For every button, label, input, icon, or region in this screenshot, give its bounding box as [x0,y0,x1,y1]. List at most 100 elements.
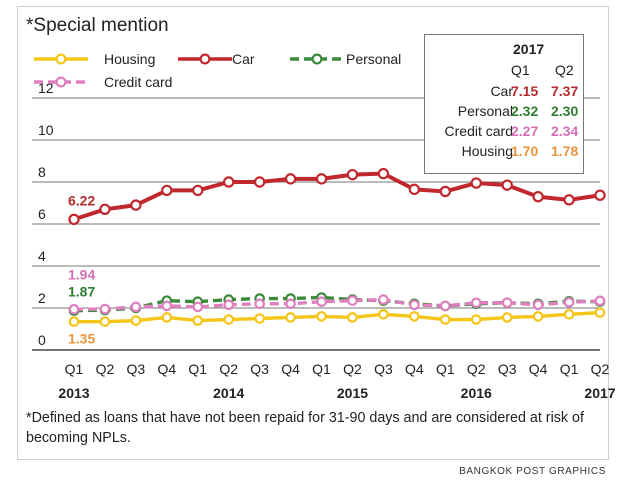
x-tick-label: Q1 [188,361,207,377]
table-col-q2: Q2 [555,62,574,78]
point-credit-card [99,303,111,315]
point-housing [501,312,513,323]
point-housing [192,315,204,326]
point-housing [254,313,265,324]
point-car [408,183,421,196]
table-row-label-car: Car [490,83,513,99]
legend-item-housing: Housing [34,51,155,67]
table-row-label-credit-card: Credit card [444,123,513,139]
x-tick-label: Q2 [467,361,486,377]
point-credit-card [130,301,142,313]
y-tick-label: 4 [38,248,46,264]
x-tick-label: Q2 [343,361,362,377]
legend-item-personal: Personal [290,51,401,67]
point-car [563,194,575,206]
point-credit-card [532,299,544,311]
table-row-label-personal: Personal [457,103,513,119]
point-credit-card [223,299,235,311]
table-value-credit-card-q1: 2.27 [511,123,539,139]
y-tick-label: 2 [38,290,46,306]
point-credit-card [409,299,420,311]
table-value-car-q1: 7.15 [511,83,539,99]
table-value-credit-card-q2: 2.34 [551,123,579,139]
table-value-car-q2: 7.37 [551,83,579,99]
x-tick-label: Q3 [374,361,393,377]
table-col-q1: Q1 [511,62,530,78]
point-credit-card [563,297,575,308]
point-housing [316,311,327,322]
point-car [315,173,328,185]
point-housing [285,312,296,323]
point-housing [532,311,544,322]
point-credit-card [594,295,606,307]
year-label: 2014 [213,385,244,401]
point-housing [439,314,451,325]
x-tick-label: Q3 [250,361,269,377]
point-housing [563,308,575,320]
point-credit-card [347,295,358,306]
x-tick-label: Q4 [529,361,548,377]
point-housing [409,311,420,322]
point-housing [223,314,235,325]
year-label: 2016 [461,385,492,401]
y-tick-label: 8 [38,164,46,180]
table-row-label-housing: Housing [461,143,513,159]
point-car [470,177,482,189]
table-value-personal-q1: 2.32 [511,103,539,119]
y-tick-label: 0 [38,332,46,348]
annotation-housing: 1.35 [68,331,95,347]
x-tick-label: Q1 [65,361,84,377]
legend-label: Credit card [104,74,172,90]
point-credit-card [470,297,482,309]
table-year: 2017 [513,41,545,57]
point-car [501,179,513,191]
x-tick-label: Q1 [560,361,579,377]
point-housing [470,314,482,325]
point-housing [161,312,173,323]
legend-swatch-marker [199,53,211,65]
point-housing [347,312,358,323]
point-credit-card [161,300,173,312]
chart-title: *Special mention [26,15,169,36]
point-car [377,167,390,180]
footnote: *Defined as loans that have not been rep… [26,410,584,446]
x-tick-label: Q1 [312,361,331,377]
legend-swatch-marker [55,76,67,88]
point-credit-card [378,294,389,305]
y-tick-label: 6 [38,206,46,222]
series-line-car [73,171,601,222]
point-housing [378,308,389,320]
point-housing [594,307,606,318]
y-tick-label: 10 [38,122,54,138]
x-tick-label: Q1 [436,361,455,377]
point-car [284,173,297,185]
legend-swatch-marker [55,53,67,65]
annotation-credit-card: 1.94 [68,266,95,282]
credit-line: BANGKOK POST GRAPHICS [459,466,606,477]
x-tick-label: Q4 [405,361,424,377]
annotation-car: 6.22 [68,192,95,208]
x-tick-label: Q3 [127,361,146,377]
year-label: 2015 [337,385,368,401]
point-car [99,203,111,215]
point-car [68,213,80,226]
point-credit-card [254,298,265,310]
point-credit-card [68,303,80,315]
year-label: 2013 [58,385,89,401]
point-car [130,199,142,211]
legend-label: Personal [346,51,401,67]
x-tick-label: Q4 [281,361,300,377]
point-car [439,185,451,198]
year-label: 2017 [584,385,615,401]
point-car [253,176,266,188]
legend-label: Car [232,51,255,67]
point-housing [99,316,111,327]
point-car [161,184,173,197]
point-car [594,189,606,201]
legend-item-credit-card: Credit card [34,74,172,90]
x-tick-label: Q2 [591,361,610,377]
legend-label: Housing [104,51,155,67]
point-credit-card [192,301,204,313]
x-tick-label: Q2 [96,361,115,377]
